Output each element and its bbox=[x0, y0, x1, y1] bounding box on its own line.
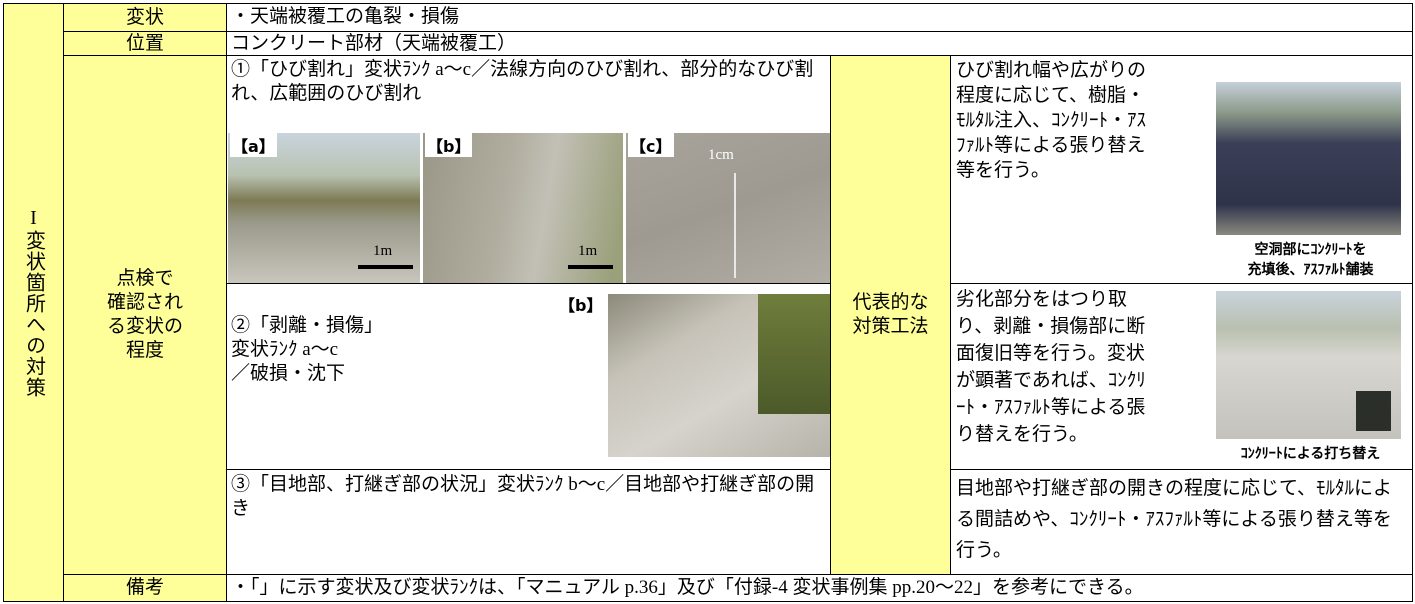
countermeasure-text: 劣化部分をはつり取り、剥離・損傷部に断面復旧等を行う。変状が顕著であれば、ｺﾝｸ… bbox=[956, 289, 1146, 445]
photo-tag: 【b】 bbox=[557, 292, 605, 316]
countermeasure-label-line: 代表的な bbox=[852, 292, 929, 313]
inspection-text-line: ／破損・沈下 bbox=[231, 363, 346, 384]
countermeasure-text: ひび割れ幅や広がりの程度に応じて、樹脂・ﾓﾙﾀﾙ注入、ｺﾝｸﾘｰﾄ・ｱｽﾌｧﾙﾄ… bbox=[956, 60, 1147, 181]
remarks-label: 備考 bbox=[125, 577, 164, 598]
remarks-label-cell: 備考 bbox=[63, 574, 227, 602]
sign-board bbox=[1356, 391, 1391, 431]
photo-tag: 【a】 bbox=[230, 133, 277, 157]
crack-photo: 【a】 1m bbox=[228, 133, 420, 283]
inspection-text: ①「ひび割れ」変状ﾗﾝｸ a～c／法線方向のひび割れ、部分的なひび割れ、広範囲の… bbox=[231, 59, 814, 104]
damage-photo bbox=[608, 294, 830, 457]
countermeasure-item-cell: 目地部や打継ぎ部の開きの程度に応じて、ﾓﾙﾀﾙによる間詰めや、ｺﾝｸﾘｰﾄ・ｱｽ… bbox=[950, 469, 1413, 575]
inspection-item-cell: ②「剥離・損傷」 変状ﾗﾝｸ a～c ／破損・沈下 【b】 bbox=[226, 283, 831, 470]
row-text-cell: ・天端被覆工の亀裂・損傷 bbox=[226, 3, 1413, 32]
inspection-label-line: 点検で bbox=[116, 268, 174, 289]
scale-bar bbox=[568, 265, 613, 269]
photo-caption: ｺﾝｸﾘｰﾄによる打ち替え bbox=[1213, 444, 1408, 464]
scale-bar bbox=[358, 265, 413, 269]
caption-line: 充填後、ｱｽﾌｧﾙﾄ舗装 bbox=[1247, 262, 1374, 278]
inspection-text-line: ②「剥離・損傷」 bbox=[231, 315, 384, 336]
repair-photo bbox=[1216, 291, 1401, 439]
row-text: コンクリート部材（天端被覆工） bbox=[231, 33, 517, 54]
inspection-text: ③「目地部、打継ぎ部の状況」変状ﾗﾝｸ b～c／目地部や打継ぎ部の開き bbox=[231, 474, 815, 519]
photo-caption: 空洞部にｺﾝｸﾘｰﾄを 充填後、ｱｽﾌｧﾙﾄ舗装 bbox=[1213, 240, 1408, 280]
photo-scale: 1m bbox=[373, 243, 393, 259]
side-label: I変状箇所への対策 bbox=[22, 207, 45, 398]
row-label-cell: 位置 bbox=[63, 31, 227, 56]
countermeasure-item-cell: 劣化部分をはつり取り、剥離・損傷部に断面復旧等を行う。変状が顕著であれば、ｺﾝｸ… bbox=[950, 283, 1413, 470]
row-text: ・天端被覆工の亀裂・損傷 bbox=[231, 6, 460, 27]
remarks-text: ・「」に示す変状及び変状ﾗﾝｸは、「マニュアル p.36」及び「付録-4 変状事… bbox=[231, 577, 1144, 598]
photo-tag: 【c】 bbox=[628, 133, 674, 157]
countermeasure-item-cell: ひび割れ幅や広がりの程度に応じて、樹脂・ﾓﾙﾀﾙ注入、ｺﾝｸﾘｰﾄ・ｱｽﾌｧﾙﾄ… bbox=[950, 55, 1413, 284]
row-label-cell: 変状 bbox=[63, 3, 227, 32]
crack-line bbox=[734, 173, 736, 278]
photo-scale: 1m bbox=[578, 243, 598, 259]
photo-scale: 1cm bbox=[708, 147, 734, 163]
row-label: 位置 bbox=[125, 32, 164, 54]
crack-photo: 【b】 1m bbox=[423, 133, 623, 283]
side-cell: I変状箇所への対策 bbox=[3, 3, 64, 602]
countermeasure-label-line: 対策工法 bbox=[852, 316, 929, 337]
countermeasure-text: 目地部や打継ぎ部の開きの程度に応じて、ﾓﾙﾀﾙによる間詰めや、ｺﾝｸﾘｰﾄ・ｱｽ… bbox=[956, 478, 1393, 561]
caption-line: ｺﾝｸﾘｰﾄによる打ち替え bbox=[1240, 446, 1381, 462]
photo-tag: 【b】 bbox=[425, 133, 473, 157]
remarks-text-cell: ・「」に示す変状及び変状ﾗﾝｸは、「マニュアル p.36」及び「付録-4 変状事… bbox=[226, 574, 1413, 602]
countermeasure-label-cell: 代表的な 対策工法 bbox=[830, 55, 951, 575]
row-label: 変状 bbox=[125, 6, 164, 28]
inspection-label-line: 程度 bbox=[125, 340, 164, 361]
caption-line: 空洞部にｺﾝｸﾘｰﾄを bbox=[1254, 242, 1367, 258]
inspection-label-cell: 点検で 確認され る変状の 程度 bbox=[63, 55, 227, 575]
grass bbox=[758, 294, 830, 414]
inspection-text-line: 変状ﾗﾝｸ a～c bbox=[231, 339, 339, 360]
crack-photo: 【c】 1cm bbox=[626, 133, 830, 283]
inspection-item-cell: ①「ひび割れ」変状ﾗﾝｸ a～c／法線方向のひび割れ、部分的なひび割れ、広範囲の… bbox=[226, 55, 831, 284]
inspection-label-line: る変状の bbox=[106, 316, 183, 337]
inspection-label-line: 確認され bbox=[106, 292, 183, 313]
row-text-cell: コンクリート部材（天端被覆工） bbox=[226, 31, 1413, 56]
inspection-item-cell: ③「目地部、打継ぎ部の状況」変状ﾗﾝｸ b～c／目地部や打継ぎ部の開き bbox=[226, 469, 831, 575]
repair-photo bbox=[1216, 82, 1401, 235]
